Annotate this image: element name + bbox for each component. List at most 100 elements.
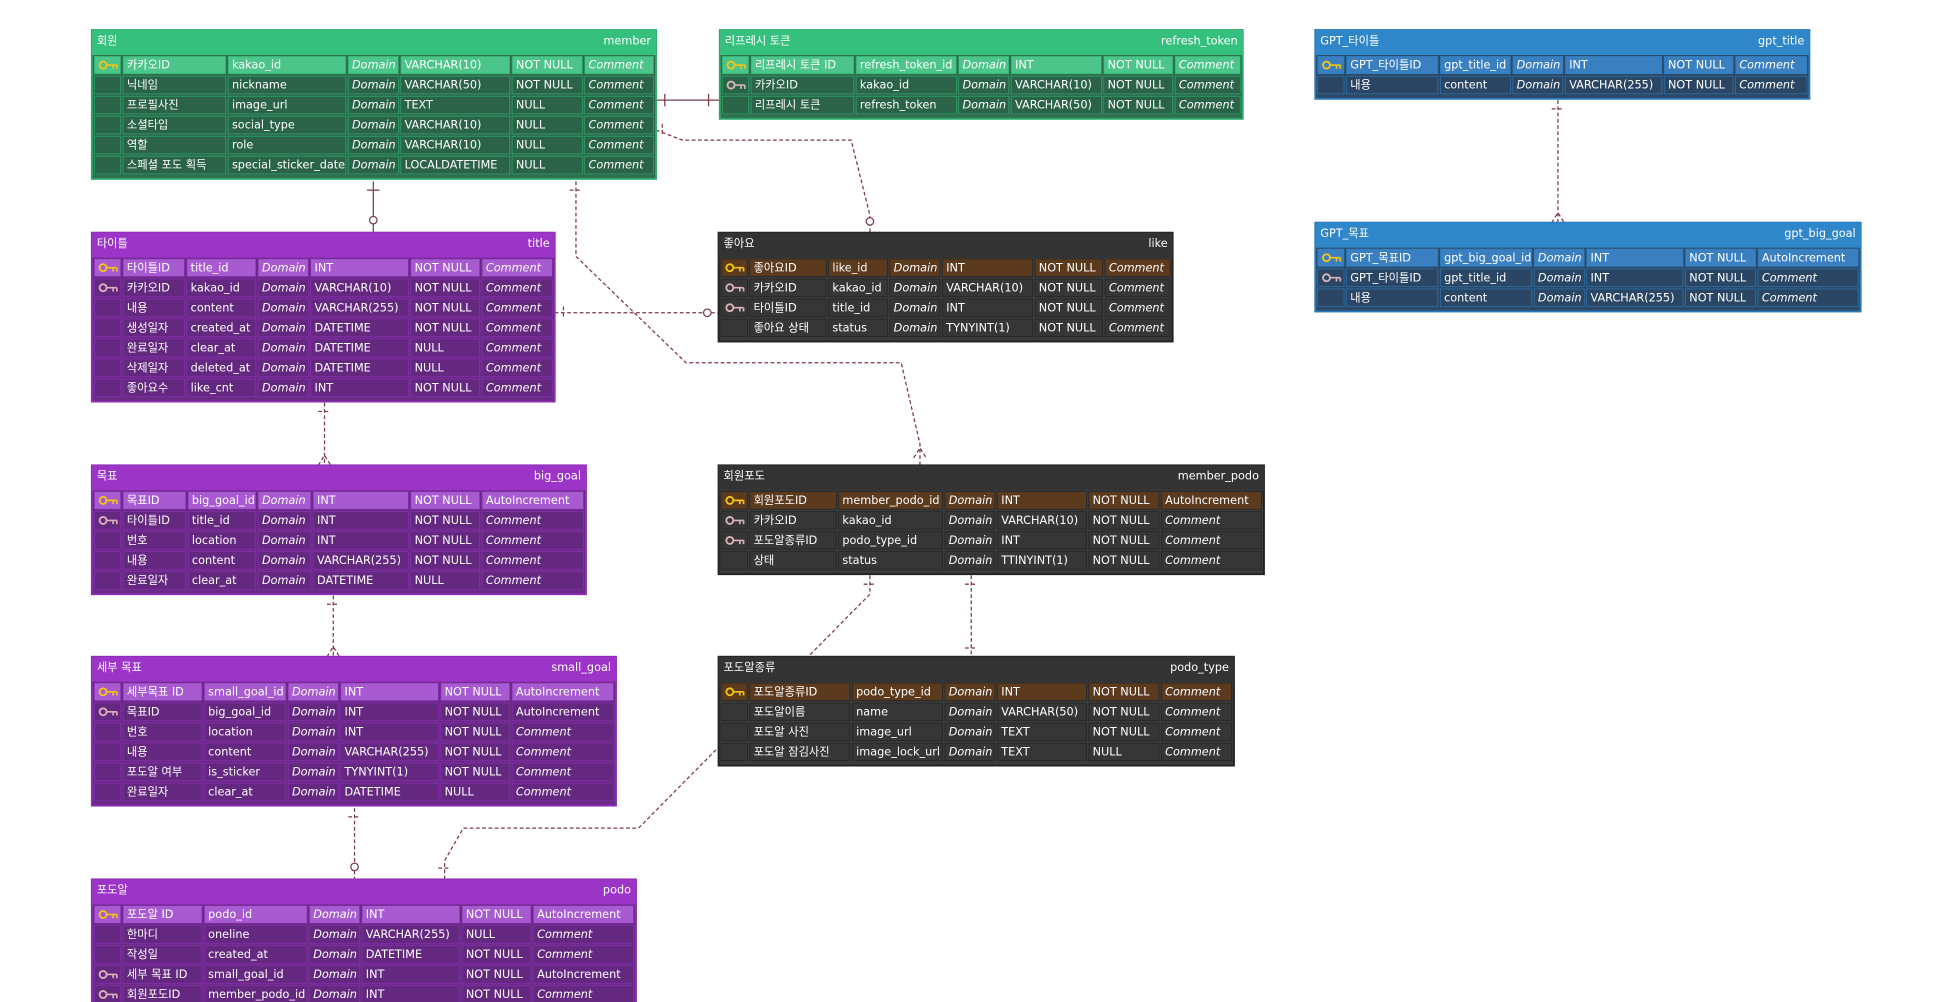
column-cell — [997, 491, 1087, 510]
column-cell — [122, 905, 203, 924]
column-extra: Comment — [1762, 271, 1818, 284]
table-header — [719, 30, 1243, 56]
column-cell — [186, 258, 257, 277]
column-cell — [122, 116, 227, 135]
column-cell — [584, 156, 654, 175]
column-type: INT — [345, 705, 364, 718]
key-cell — [94, 298, 121, 317]
column-type: VARCHAR(10) — [946, 281, 1023, 294]
column-extra: Comment — [588, 119, 644, 132]
column-korean-name: 내용 — [127, 554, 148, 567]
column-cell — [440, 682, 510, 701]
column-domain: Domain — [292, 705, 336, 718]
column-extra: Comment — [588, 159, 644, 172]
column-korean-name: 카카오ID — [127, 59, 170, 72]
column-extra: Comment — [486, 574, 542, 587]
relationships — [317, 93, 1565, 880]
column-korean-name: 번호 — [127, 534, 148, 547]
column-cell — [828, 258, 888, 277]
column-cell — [287, 682, 339, 701]
column-cell — [410, 531, 480, 550]
column-cell — [1533, 268, 1585, 287]
column-cell — [1088, 742, 1160, 761]
column-name: clear_at — [208, 785, 253, 798]
column-cell — [347, 55, 399, 75]
column-cell — [855, 55, 957, 75]
column-extra: AutoIncrement — [537, 968, 621, 981]
column-cell — [122, 75, 227, 95]
column-korean-name: 소셜타입 — [127, 119, 168, 132]
column-cell — [481, 318, 553, 337]
relation-line — [554, 306, 719, 319]
key-icon — [106, 266, 118, 272]
column-extra: Comment — [588, 79, 644, 92]
column-name: content — [192, 554, 236, 567]
column-extra: Comment — [1165, 554, 1221, 567]
column-cell — [1174, 55, 1241, 75]
column-type: INT — [315, 381, 334, 394]
key-icon — [733, 519, 745, 525]
column-cell — [187, 511, 257, 530]
column-cell — [511, 55, 583, 75]
table: 회원포도 member_podo 회원포도ID member_podo_id Domai… — [717, 464, 1265, 576]
key-cell — [94, 722, 121, 741]
column-cell — [749, 318, 827, 337]
column-type: INT — [345, 685, 364, 698]
column-nullability: NOT NULL — [415, 514, 473, 527]
column-type: INT — [366, 988, 385, 1001]
column-extra: Comment — [486, 341, 542, 354]
column-domain: Domain — [313, 928, 357, 941]
column-korean-name: GPT_타이틀ID — [1350, 59, 1421, 72]
column-cell — [1533, 248, 1585, 267]
column-nullability: NOT NULL — [415, 534, 473, 547]
column-cell — [186, 318, 257, 337]
column-extra: AutoIncrement — [486, 494, 570, 507]
key-icon — [1322, 60, 1331, 70]
column-domain: Domain — [262, 261, 306, 274]
column-cell — [122, 96, 227, 115]
column-type: VARCHAR(255) — [345, 745, 429, 758]
column-cell — [400, 96, 510, 115]
table-title: 타이틀 — [97, 237, 128, 250]
column-cell — [347, 96, 399, 115]
column-cell — [122, 136, 227, 155]
column-cell — [828, 298, 888, 317]
column-cell — [1161, 491, 1262, 510]
column-cell — [204, 722, 287, 741]
column-domain: Domain — [352, 119, 396, 132]
column-cell — [309, 965, 360, 984]
column-type: TYNYINT(1) — [945, 321, 1010, 334]
column-extra: Comment — [1179, 79, 1235, 92]
column-cell — [481, 258, 553, 277]
table-title: 목표 — [97, 470, 118, 483]
key-cell — [94, 156, 121, 175]
column-domain: Domain — [949, 514, 993, 527]
column-cell — [838, 531, 943, 550]
column-domain: Domain — [1517, 79, 1561, 92]
column-cell — [257, 298, 309, 317]
column-nullability: NULL — [415, 361, 445, 374]
column-extra: Comment — [1179, 59, 1235, 72]
column-cell — [312, 571, 409, 590]
relation-end — [702, 308, 712, 318]
column-korean-name: 카카오ID — [754, 514, 797, 527]
key-cell — [94, 358, 121, 377]
column-cell — [511, 742, 614, 761]
column-cell — [481, 278, 553, 297]
column-cell — [1034, 318, 1103, 337]
table: 포도알 podo 포도알 ID podo_id Domain INT NOT NULL Aut… — [90, 878, 637, 1002]
column-cell — [287, 742, 339, 761]
key-icon — [98, 263, 108, 273]
column-cell — [1034, 298, 1103, 317]
column-cell — [257, 531, 312, 550]
column-cell — [1533, 288, 1585, 307]
column-cell — [361, 905, 460, 924]
column-domain: Domain — [262, 281, 306, 294]
column-korean-name: 좋아요수 — [127, 381, 168, 394]
column-cell — [838, 491, 943, 510]
column-type: INT — [317, 494, 336, 507]
column-domain: Domain — [894, 261, 938, 274]
relation-line — [317, 402, 332, 466]
table: 목표 big_goal 목표ID big_goal_id Domain INT NOT NU… — [90, 464, 587, 596]
